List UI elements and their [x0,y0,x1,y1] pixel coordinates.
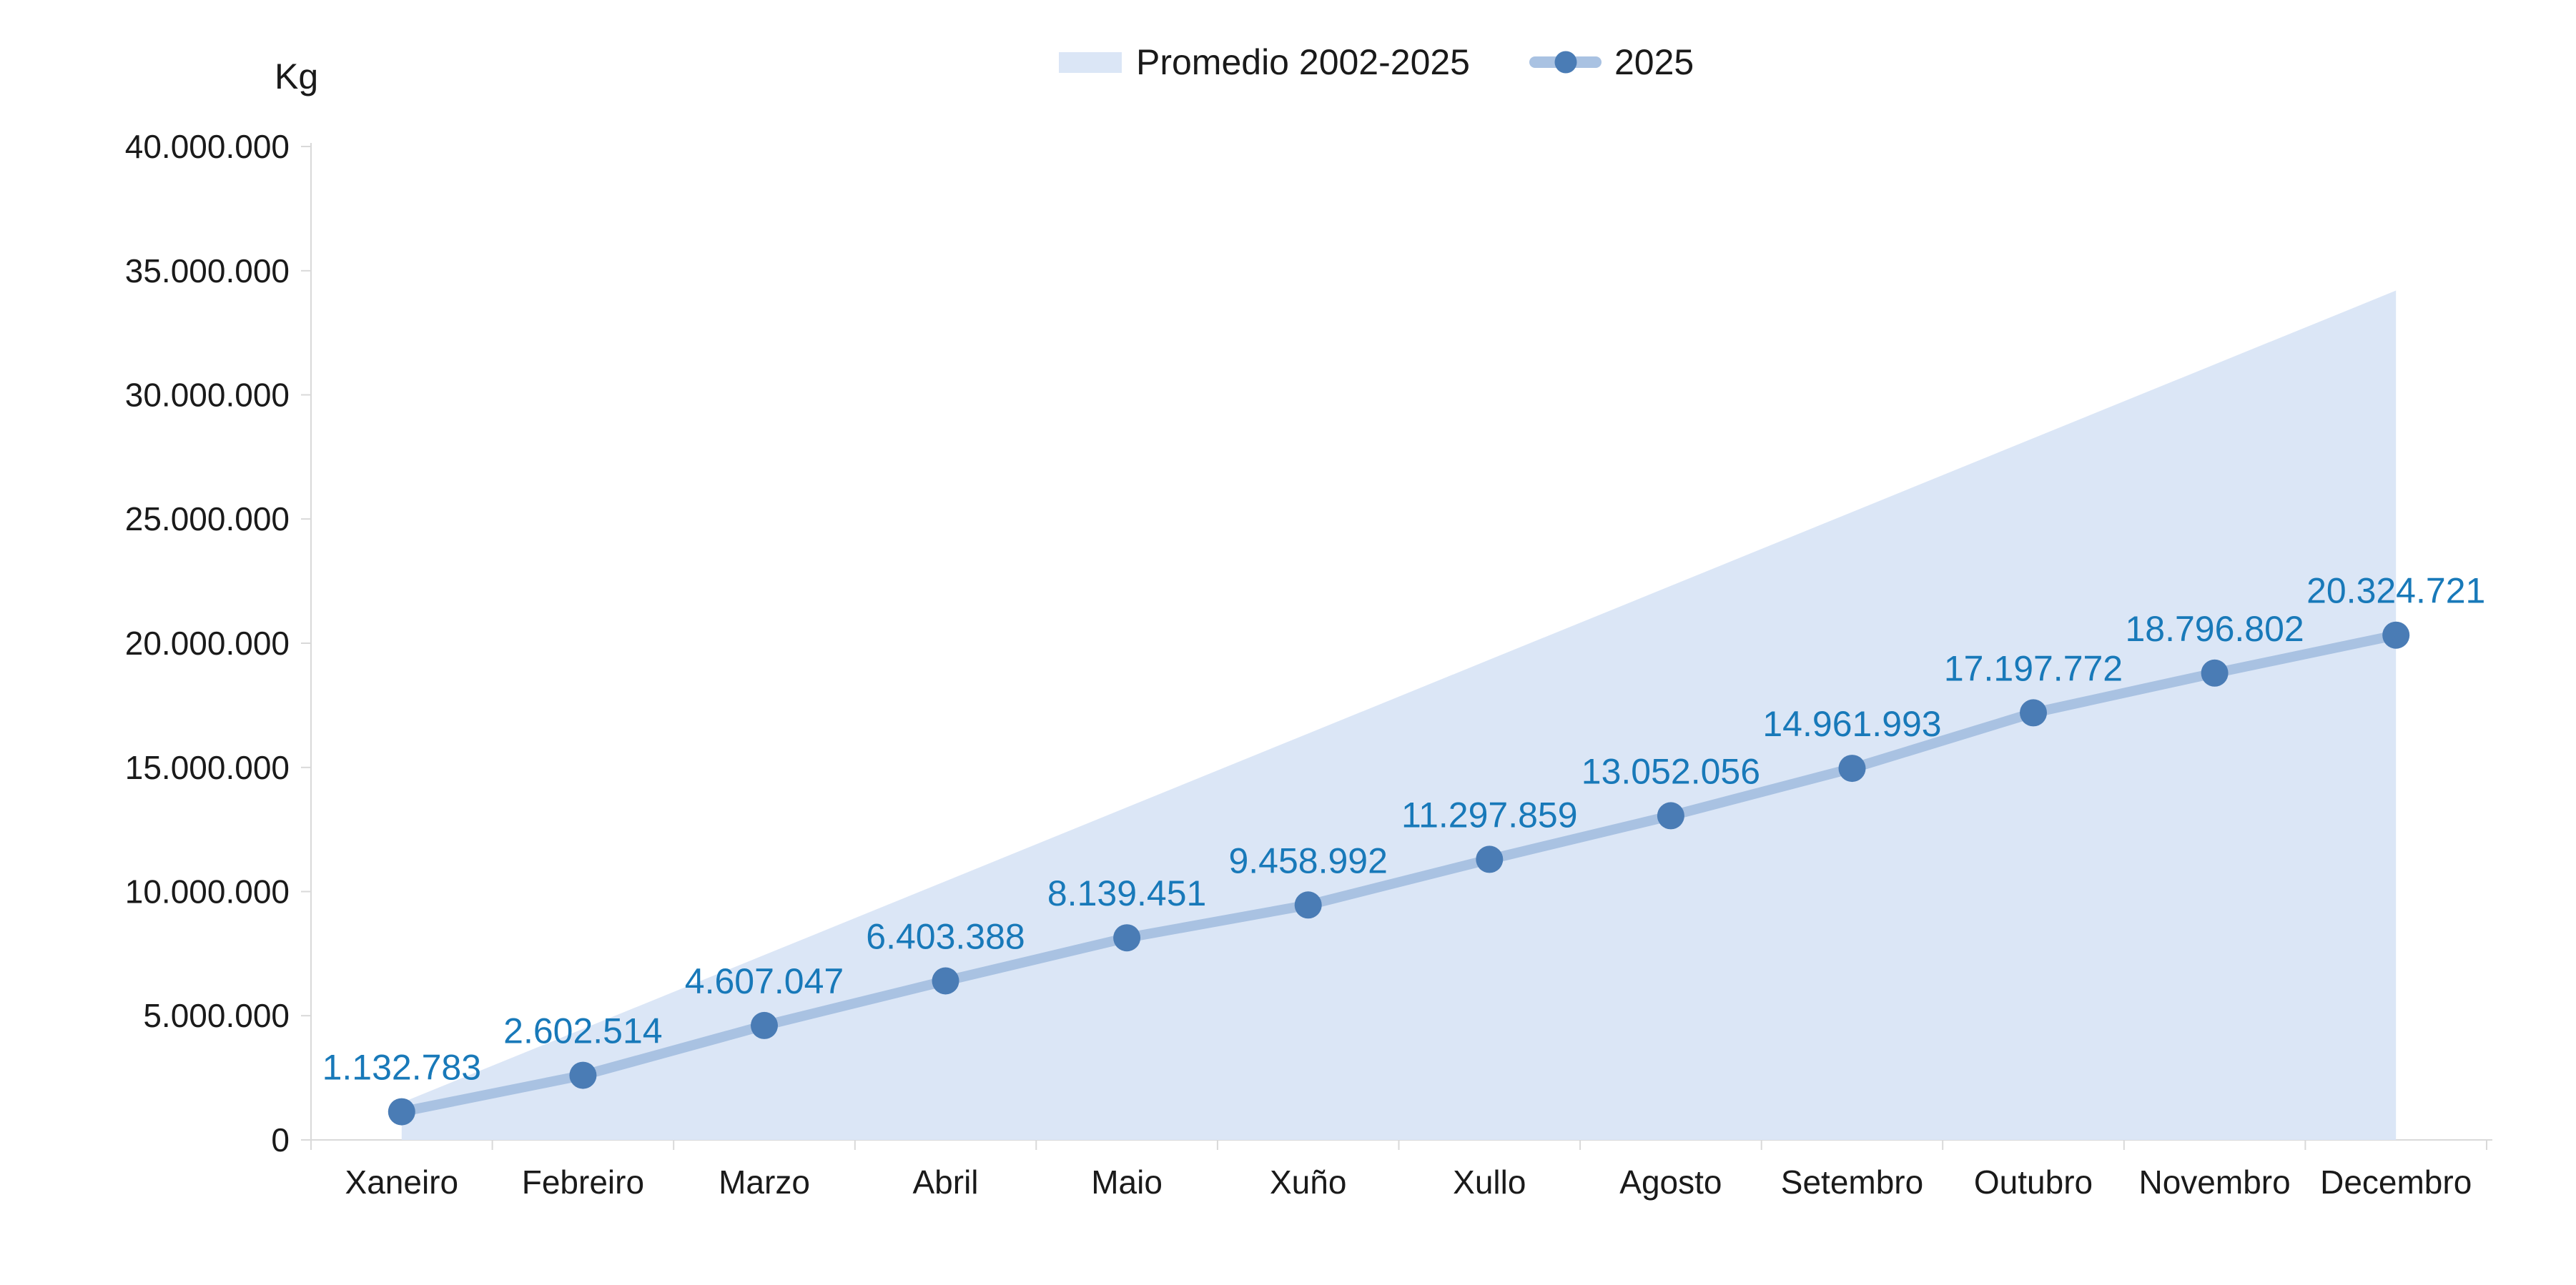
svg-text:6.403.388: 6.403.388 [866,917,1025,957]
svg-text:25.000.000: 25.000.000 [125,500,290,537]
svg-text:10.000.000: 10.000.000 [125,873,290,911]
svg-text:Marzo: Marzo [719,1164,810,1201]
svg-text:40.000.000: 40.000.000 [125,128,290,165]
svg-text:Febreiro: Febreiro [522,1164,644,1201]
svg-text:5.000.000: 5.000.000 [143,997,290,1034]
svg-text:35.000.000: 35.000.000 [125,252,290,289]
svg-text:30.000.000: 30.000.000 [125,377,290,414]
svg-text:20.000.000: 20.000.000 [125,625,290,662]
svg-text:4.607.047: 4.607.047 [685,961,844,1001]
svg-text:8.139.451: 8.139.451 [1047,873,1206,913]
svg-text:Xuño: Xuño [1270,1164,1346,1201]
svg-text:1.132.783: 1.132.783 [322,1048,481,1088]
svg-text:17.197.772: 17.197.772 [1944,648,2123,688]
svg-text:14.961.993: 14.961.993 [1762,704,1941,744]
svg-text:18.796.802: 18.796.802 [2125,609,2304,649]
svg-text:0: 0 [271,1121,290,1159]
svg-text:20.324.721: 20.324.721 [2306,571,2485,611]
svg-text:9.458.992: 9.458.992 [1228,840,1387,880]
svg-text:Xullo: Xullo [1453,1164,1526,1201]
svg-text:13.052.056: 13.052.056 [1581,751,1760,791]
svg-text:Decembro: Decembro [2320,1164,2472,1201]
svg-text:Agosto: Agosto [1619,1164,1722,1201]
svg-text:Setembro: Setembro [1781,1164,1923,1201]
svg-text:Maio: Maio [1091,1164,1163,1201]
svg-text:Xaneiro: Xaneiro [345,1164,459,1201]
svg-text:2.602.514: 2.602.514 [503,1011,662,1051]
svg-text:15.000.000: 15.000.000 [125,749,290,786]
svg-text:Outubro: Outubro [1974,1164,2093,1201]
svg-text:Novembro: Novembro [2138,1164,2290,1201]
svg-text:Abril: Abril [912,1164,978,1201]
svg-text:11.297.859: 11.297.859 [1401,795,1578,835]
